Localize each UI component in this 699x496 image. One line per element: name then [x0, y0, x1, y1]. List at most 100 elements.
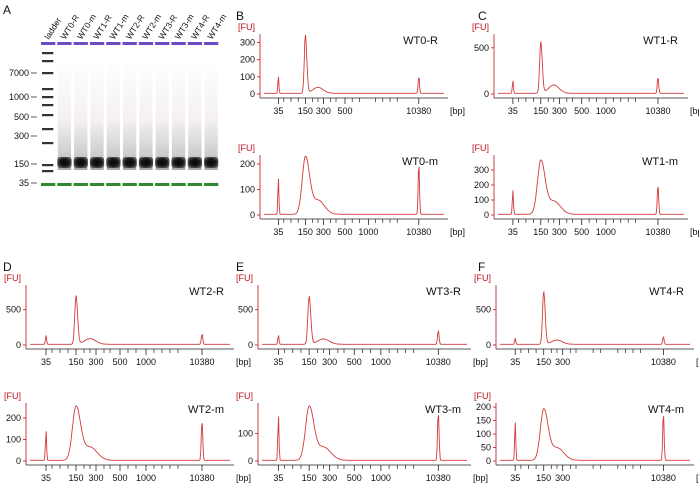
- ladder-band: [42, 52, 54, 55]
- panel-label-d: D: [3, 260, 12, 274]
- lower-marker: [122, 183, 137, 186]
- fu-label: [FU]: [236, 391, 253, 401]
- x-tick-label: 10380: [426, 357, 451, 367]
- upper-marker: [106, 42, 121, 45]
- lower-marker: [171, 183, 186, 186]
- x-tick-label: 500: [347, 473, 362, 483]
- x-tick-label: 150: [302, 473, 317, 483]
- x-tick-label: 10380: [189, 473, 214, 483]
- x-tick-label: 35: [273, 473, 283, 483]
- sample-title: WT2-m: [188, 404, 224, 416]
- bp-unit: [bp]: [236, 357, 251, 367]
- sample-title: WT4-m: [648, 404, 684, 416]
- x-tick-label: 35: [273, 357, 283, 367]
- sample-title: WT3-R: [426, 286, 461, 298]
- lower-marker: [106, 183, 121, 186]
- x-tick-label: 500: [112, 357, 127, 367]
- bp-unit: [bp]: [450, 106, 465, 116]
- panel-label-b: B: [236, 9, 244, 23]
- main-band: [187, 157, 202, 168]
- ladder-band: [42, 164, 54, 167]
- electropherogram-wt4-r: F[FU] WT4-R 0 500 35 150 300 10380 [bp]: [474, 260, 699, 367]
- x-tick-label: 10380: [651, 357, 676, 367]
- smear: [155, 60, 169, 170]
- x-tick-label: 1000: [358, 227, 378, 237]
- ladder-band: [42, 88, 54, 91]
- upper-marker: [204, 42, 219, 45]
- x-tick-label: 35: [510, 357, 520, 367]
- y-tick-label: 100: [240, 184, 255, 194]
- x-tick-label: 1000: [136, 357, 156, 367]
- y-tick-label: 100: [6, 435, 21, 445]
- x-tick-label: 150: [533, 227, 548, 237]
- x-tick-label: 150: [302, 357, 317, 367]
- x-tick-label: 300: [88, 357, 103, 367]
- x-tick-label: 150: [68, 357, 83, 367]
- x-tick-label: 10380: [651, 473, 676, 483]
- gel-lane: [155, 42, 170, 186]
- main-band: [204, 157, 219, 168]
- smear: [139, 60, 153, 170]
- lower-marker: [73, 183, 88, 186]
- fu-label: [FU]: [474, 391, 491, 401]
- y-tick-label: 100: [474, 195, 489, 205]
- size-label: 300: [14, 131, 29, 141]
- main-band: [57, 157, 72, 168]
- electropherogram-wt1-m: [FU] WT1-m 0 100 200 300 35 150 300 500 1000 10380 […: [472, 143, 699, 237]
- sample-title: WT2-R: [189, 286, 224, 298]
- sample-title: WT3-m: [425, 404, 461, 416]
- fu-label: [FU]: [238, 22, 255, 32]
- y-tick-label: 50: [481, 443, 491, 453]
- smear: [90, 60, 104, 170]
- x-tick-label: 35: [273, 227, 283, 237]
- panel-label-f: F: [478, 260, 485, 274]
- trace-line: [500, 407, 690, 461]
- y-tick-label: 0: [16, 340, 21, 350]
- y-tick-label: 500: [238, 305, 253, 315]
- bp-unit: [bp]: [690, 106, 699, 116]
- lower-marker: [89, 183, 105, 186]
- trace-line: [264, 155, 444, 215]
- bp-unit: [bp]: [473, 473, 488, 483]
- x-tick-label: 300: [555, 357, 570, 367]
- trace-line: [264, 34, 444, 94]
- electropherogram-wt0-m: [FU] WT0-m 0 100 200 35 150 300 500 1000 10380 [bp]: [238, 143, 465, 237]
- sample-title: WT4-R: [649, 286, 684, 298]
- x-tick-label: 300: [555, 473, 570, 483]
- main-band: [122, 157, 137, 168]
- y-tick-label: 200: [6, 413, 21, 423]
- trace-line: [30, 405, 230, 461]
- ladder-band: [42, 128, 54, 131]
- x-tick-label: 150: [68, 473, 83, 483]
- upper-marker: [122, 42, 137, 45]
- x-tick-label: 10380: [189, 357, 214, 367]
- x-tick-label: 1000: [596, 106, 616, 116]
- size-label: 150: [14, 159, 29, 169]
- gel-lane: [57, 42, 72, 186]
- y-tick-label: 0: [486, 340, 491, 350]
- x-tick-label: 300: [322, 357, 337, 367]
- trace-line: [500, 291, 690, 345]
- bp-unit: [bp]: [696, 357, 699, 367]
- bp-unit: [bp]: [696, 473, 699, 483]
- y-tick-label: 200: [240, 55, 255, 65]
- bp-unit: [bp]: [236, 473, 251, 483]
- ladder-band: [42, 60, 54, 63]
- x-tick-label: 150: [536, 473, 551, 483]
- y-tick-label: 0: [486, 456, 491, 466]
- y-tick-label: 300: [240, 38, 255, 48]
- upper-marker: [187, 42, 202, 45]
- y-tick-label: 150: [476, 416, 491, 426]
- y-tick-label: 0: [248, 340, 253, 350]
- x-tick-label: 300: [552, 106, 567, 116]
- trace-line: [262, 296, 467, 345]
- y-tick-label: 100: [238, 428, 253, 438]
- x-tick-label: 1000: [371, 357, 391, 367]
- ladder-band: [42, 104, 54, 107]
- x-tick-label: 35: [41, 473, 51, 483]
- gel-lane: [138, 42, 154, 186]
